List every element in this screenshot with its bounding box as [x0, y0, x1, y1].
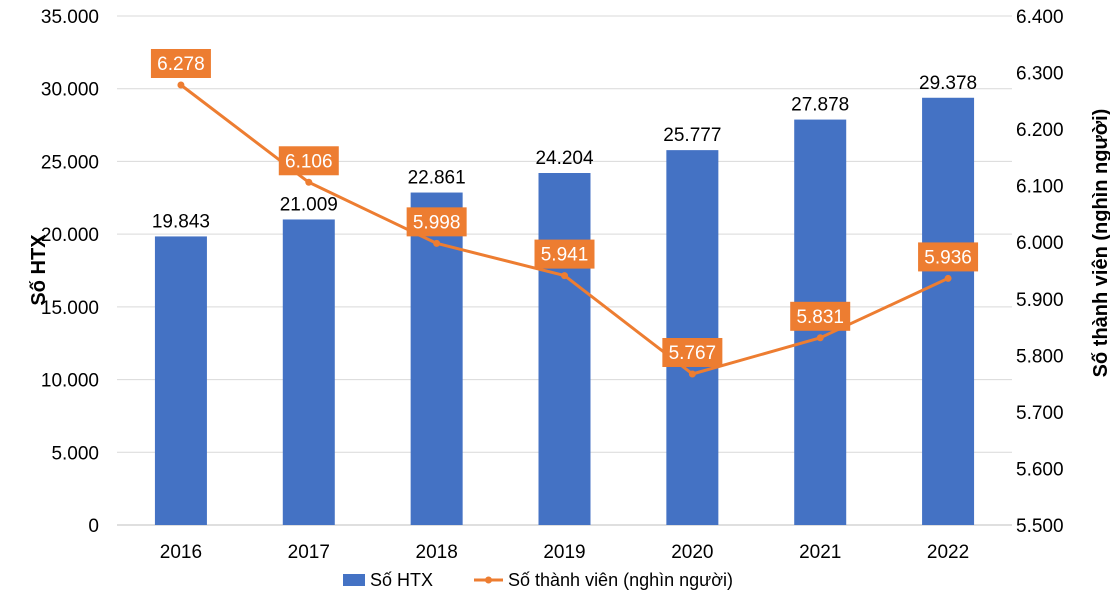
line-label-box	[150, 48, 211, 78]
bar	[282, 219, 335, 525]
x-tick-label: 2020	[671, 542, 713, 563]
legend-label-so-thanh-vien: Số thành viên (nghìn người)	[508, 570, 733, 590]
line-point	[561, 272, 568, 280]
left-tick-label: 15.000	[41, 298, 99, 319]
legend-marker-so-thanh-vien	[485, 576, 492, 584]
bar-data-label: 22.861	[408, 168, 466, 189]
bar	[154, 236, 207, 525]
bar-series	[154, 97, 975, 526]
right-tick-label: 5.900	[1016, 290, 1064, 311]
x-tick-label: 2022	[927, 542, 969, 563]
line-data-label: 5.767	[669, 343, 717, 364]
line-point	[816, 334, 824, 342]
left-tick-label: 5.000	[51, 443, 99, 464]
line-label-box	[790, 301, 851, 331]
line-data-label: 5.998	[413, 212, 461, 233]
line-label-box	[406, 207, 467, 237]
line-point	[944, 274, 952, 282]
x-tick-label: 2017	[288, 542, 330, 563]
line-point	[433, 239, 441, 247]
right-tick-label: 6.300	[1016, 64, 1064, 85]
x-tick-label: 2019	[543, 542, 585, 563]
left-tick-label: 30.000	[41, 80, 99, 101]
line-label-box	[662, 337, 723, 367]
line-label-box	[278, 146, 339, 176]
bar	[922, 97, 975, 525]
line-point	[177, 81, 185, 89]
legend: Số HTX Số thành viên (nghìn người)	[343, 570, 733, 590]
right-tick-label: 6.100	[1016, 177, 1064, 198]
right-tick-label: 6.200	[1016, 120, 1064, 141]
bar-data-label: 19.843	[152, 211, 210, 232]
legend-swatch-so-htx	[343, 574, 365, 586]
right-tick-label: 6.400	[1016, 7, 1064, 28]
left-tick-label: 35.000	[41, 7, 99, 28]
bar-data-label: 24.204	[535, 148, 594, 169]
line-series	[177, 81, 952, 378]
line-data-labels: 6.278 6.106 5.998 5.941 5.767 5.831 5.936	[150, 48, 979, 367]
line-data-label: 5.831	[796, 307, 844, 328]
bar-data-label: 27.878	[791, 95, 849, 116]
bar-data-label: 25.777	[663, 125, 721, 146]
left-tick-label: 10.000	[41, 371, 99, 392]
bar-data-label: 29.378	[919, 73, 977, 94]
x-tick-label: 2018	[416, 542, 458, 563]
line-data-label: 5.941	[541, 245, 589, 266]
line-data-label: 6.106	[285, 151, 333, 172]
left-tick-label: 20.000	[41, 225, 99, 246]
x-axis-ticks: 2016 2017 2018 2019 2020 2021 2022	[160, 542, 969, 563]
right-tick-label: 5.500	[1016, 516, 1064, 537]
right-tick-label: 5.600	[1016, 459, 1064, 480]
right-axis-label: Số thành viên (nghìn người)	[1090, 109, 1110, 378]
bar	[538, 173, 591, 525]
right-axis-ticks: 5.500 5.600 5.700 5.800 5.900 6.000 6.100 6.200…	[1016, 7, 1064, 537]
line-point	[305, 178, 313, 186]
bar-data-labels: 19.843 21.009 22.861 24.204 25.777 27.878 29.3…	[152, 73, 977, 233]
line-label-box	[918, 242, 979, 272]
bar-data-label: 21.009	[280, 194, 338, 215]
line-label-box	[534, 239, 595, 269]
left-axis-label: Số HTX	[28, 234, 50, 306]
line-data-label: 6.278	[157, 54, 205, 75]
left-axis-ticks: 0 5.000 10.000 15.000 20.000 25.000 30.000 35.0…	[41, 7, 99, 537]
right-tick-label: 5.800	[1016, 346, 1064, 367]
left-tick-label: 25.000	[41, 152, 99, 173]
line-data-label: 5.936	[924, 247, 972, 268]
right-tick-label: 6.000	[1016, 233, 1064, 254]
legend-label-so-htx: Số HTX	[370, 570, 433, 590]
bar	[666, 150, 719, 525]
x-tick-label: 2016	[160, 542, 202, 563]
right-tick-label: 5.700	[1016, 403, 1064, 424]
left-tick-label: 0	[88, 516, 99, 537]
x-tick-label: 2021	[799, 542, 841, 563]
line-point	[688, 370, 696, 378]
